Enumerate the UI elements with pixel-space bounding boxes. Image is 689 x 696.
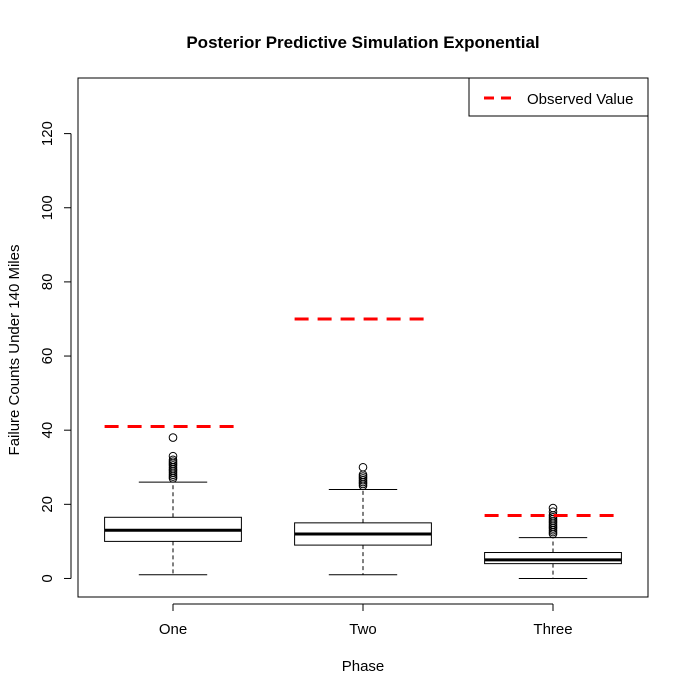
x-axis-label: Phase xyxy=(342,658,385,675)
outlier-point xyxy=(548,503,558,513)
y-tick-label: 40 xyxy=(39,422,56,439)
legend: Observed Value xyxy=(468,77,649,117)
boxes-layer xyxy=(104,433,622,579)
legend-box xyxy=(468,77,649,117)
outlier-point xyxy=(548,507,558,517)
legend-observed-label: Observed Value xyxy=(527,91,633,108)
box-one xyxy=(104,433,242,576)
plot-frame xyxy=(77,77,649,598)
outlier-point xyxy=(168,451,178,461)
y-tick-label: 100 xyxy=(39,195,56,220)
x-tick-label: Two xyxy=(349,621,377,638)
y-tick-label: 80 xyxy=(39,274,56,291)
box-two xyxy=(294,462,432,576)
y-tick-label: 60 xyxy=(39,348,56,365)
y-tick-label: 120 xyxy=(39,121,56,146)
y-axis: 0 20 40 60 80 100 120 xyxy=(39,121,72,583)
x-tick-label: Three xyxy=(533,621,572,638)
box-three xyxy=(484,503,622,579)
outlier-point xyxy=(358,462,368,472)
y-tick-label: 20 xyxy=(39,496,56,513)
outlier-point xyxy=(168,455,178,465)
outlier-point xyxy=(168,433,178,442)
y-axis-label: Failure Counts Under 140 Miles xyxy=(6,245,23,456)
chart-title: Posterior Predictive Simulation Exponent… xyxy=(186,33,539,52)
y-tick-label: 0 xyxy=(39,574,56,582)
x-axis: One Two Three xyxy=(159,603,573,638)
x-tick-label: One xyxy=(159,621,187,638)
box-iqr xyxy=(484,552,622,565)
